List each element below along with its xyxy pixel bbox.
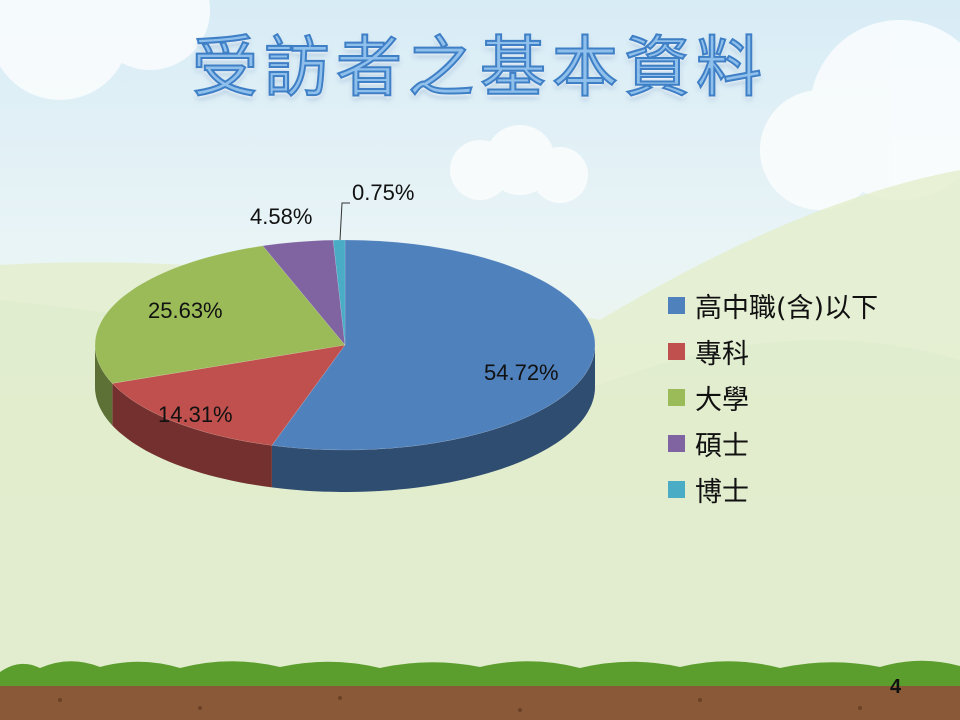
legend-swatch (668, 434, 685, 452)
legend-item: 博士 (668, 466, 878, 512)
pie-side-2 (95, 345, 113, 426)
legend-item: 專科 (668, 328, 878, 374)
data-label-1: 14.31% (158, 402, 233, 427)
legend-swatch (668, 480, 685, 498)
pie-slice-3[interactable] (262, 239, 346, 346)
legend-label: 碩士 (695, 430, 749, 462)
data-label-2: 25.63% (148, 298, 223, 323)
clouds (0, 0, 960, 210)
page-number: 4 (890, 676, 902, 698)
legend-label: 博士 (695, 476, 749, 508)
data-label-3: 4.58% (250, 204, 313, 229)
legend-label: 專科 (695, 338, 749, 370)
pie-slice-4[interactable] (332, 239, 346, 346)
legend-item: 碩士 (668, 420, 878, 466)
legend-item: 大學 (668, 374, 878, 420)
legend-swatch (668, 342, 685, 360)
legend-label: 高中職(含)以下 (695, 292, 879, 324)
data-label-0: 54.72% (484, 360, 559, 385)
soil (0, 686, 960, 720)
grass (0, 660, 960, 690)
data-label-4: 0.75% (352, 180, 415, 205)
pie-side-1 (112, 383, 272, 488)
leader-line (339, 202, 350, 241)
pie-slice-2[interactable] (94, 245, 346, 384)
pie-slice-0[interactable] (271, 239, 596, 451)
legend-label: 大學 (695, 384, 749, 416)
pie-slice-1[interactable] (111, 344, 346, 446)
chart-legend: 高中職(含)以下 專科 大學 碩士 博士 (668, 282, 878, 512)
pie-side-0 (271, 345, 595, 492)
slide-title: 受訪者之基本資料 (191, 28, 768, 107)
legend-swatch (668, 296, 685, 314)
legend-swatch (668, 388, 685, 406)
legend-item: 高中職(含)以下 (668, 282, 878, 328)
